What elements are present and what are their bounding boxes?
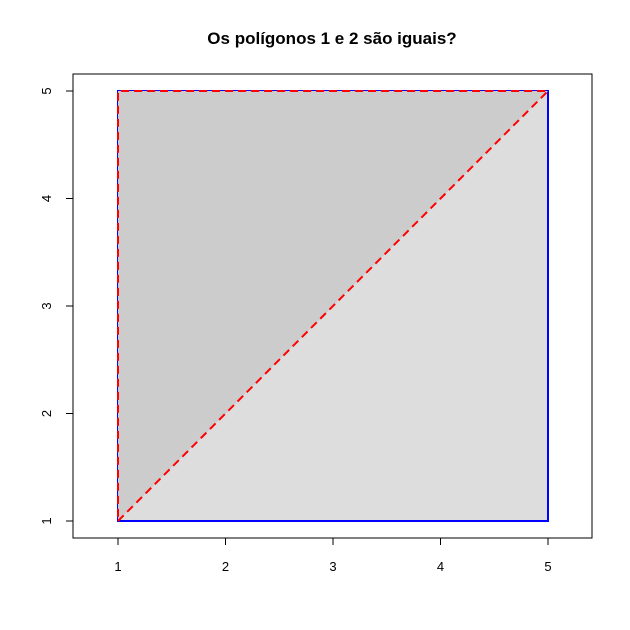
polygon-layer [117, 90, 551, 524]
y-tick-label: 1 [39, 517, 54, 524]
x-axis: 1 2 3 4 5 [114, 537, 552, 574]
y-tick-label: 2 [39, 410, 54, 417]
y-tick-label: 3 [39, 302, 54, 309]
y-tick-label: 5 [39, 87, 54, 94]
x-tick-label: 2 [222, 559, 229, 574]
x-tick-label: 3 [329, 559, 336, 574]
x-tick-label: 5 [544, 559, 551, 574]
polygon-2 [117, 90, 551, 524]
x-tick-label: 1 [114, 559, 121, 574]
y-axis: 1 2 3 4 5 [39, 87, 74, 525]
chart-title: Os polígonos 1 e 2 são iguais? [207, 29, 456, 48]
x-tick-label: 4 [437, 559, 444, 574]
y-tick-label: 4 [39, 195, 54, 202]
